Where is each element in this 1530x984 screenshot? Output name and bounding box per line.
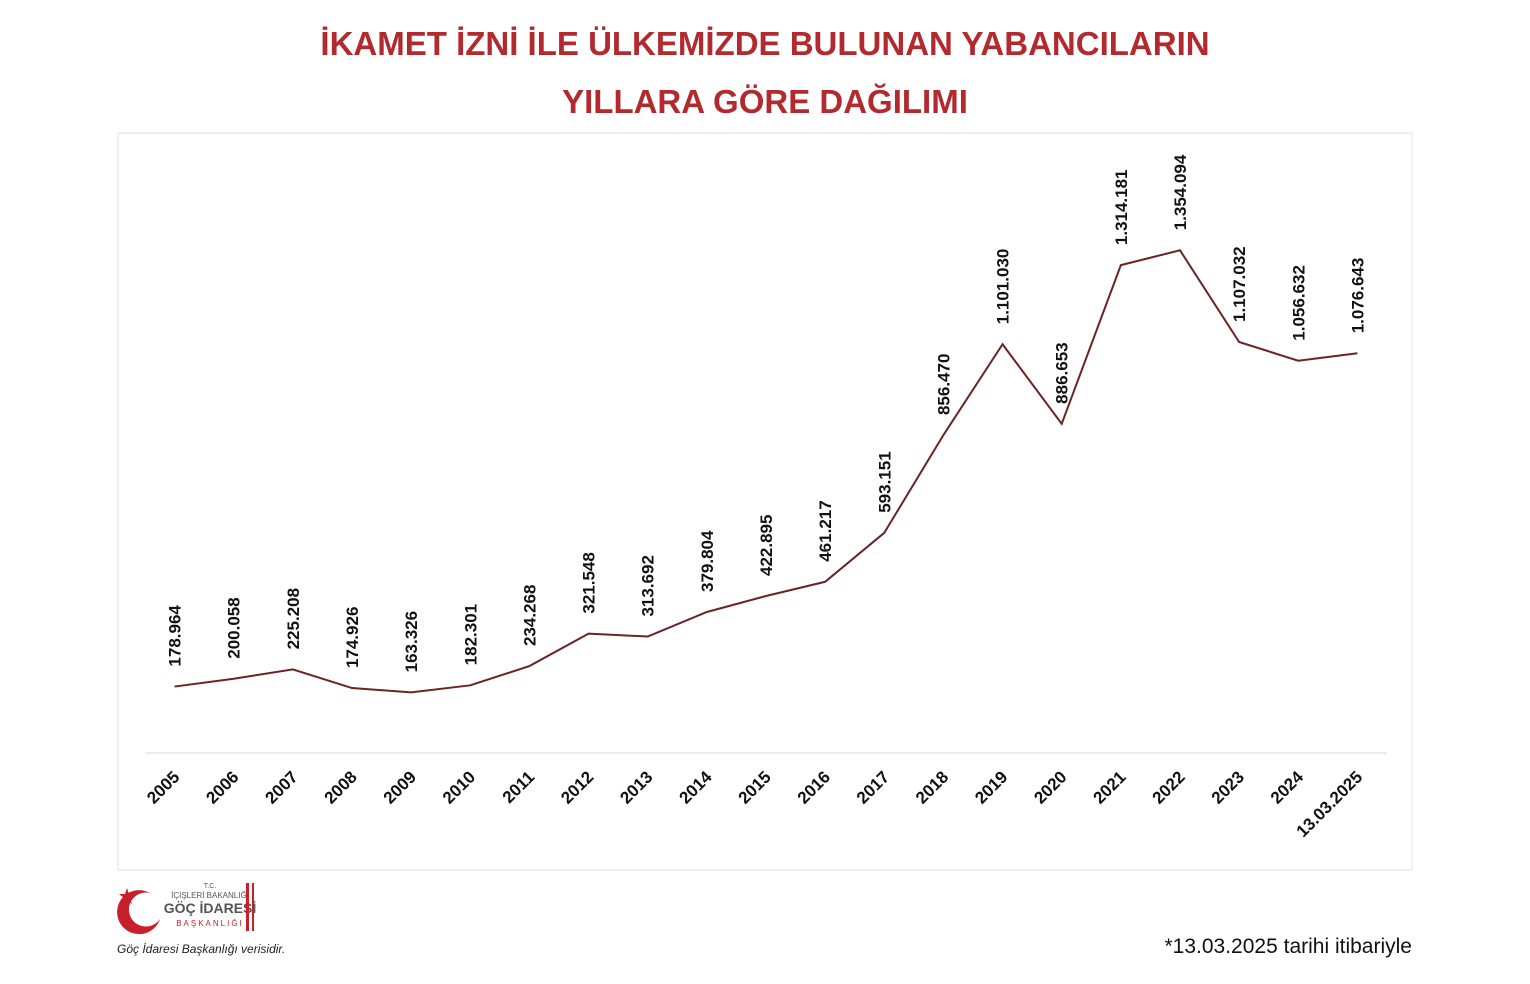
value-label: 1.101.030 xyxy=(994,249,1013,325)
x-tick-label: 2013 xyxy=(616,767,656,807)
value-label: 163.326 xyxy=(402,611,421,672)
x-tick-label: 2019 xyxy=(971,767,1011,807)
chart-title: İKAMET İZNİ İLE ÜLKEMİZDE BULUNAN YABANC… xyxy=(320,25,1209,62)
chart-title: YILLARA GÖRE DAĞILIMI xyxy=(562,83,968,120)
plot-frame xyxy=(117,132,1413,871)
x-tick-label: 2014 xyxy=(676,767,717,808)
logo-bar xyxy=(246,883,249,931)
x-tick-label: 2010 xyxy=(439,767,479,807)
logo: T.C. İÇİŞLERİ BAKANLIĞI GÖÇ İDARESİ BAŞK… xyxy=(117,883,257,935)
value-label: 1.056.632 xyxy=(1289,265,1308,341)
logo-star xyxy=(119,888,135,904)
x-tick-label: 2005 xyxy=(143,767,183,807)
value-label: 234.268 xyxy=(520,585,539,646)
x-tick-label: 2008 xyxy=(321,767,361,807)
x-tick-label: 2015 xyxy=(735,767,775,807)
logo-bar xyxy=(252,883,254,931)
x-tick-label: 2011 xyxy=(499,767,539,807)
value-label: 178.964 xyxy=(166,605,185,667)
logo-text: İÇİŞLERİ BAKANLIĞI xyxy=(171,891,249,900)
x-tick-label: 2023 xyxy=(1208,767,1248,807)
x-tick-label: 2009 xyxy=(380,767,420,807)
x-tick-label: 2017 xyxy=(853,767,893,807)
source: Göç İdaresi Başkanlığı verisidir. xyxy=(117,942,285,956)
x-tick-label: 2016 xyxy=(794,767,834,807)
data-line xyxy=(174,249,1358,694)
x-tick-label: 2007 xyxy=(262,767,302,807)
value-label: 174.926 xyxy=(343,607,362,668)
value-label: 313.692 xyxy=(639,555,658,616)
value-label: 321.548 xyxy=(580,552,599,613)
value-label: 379.804 xyxy=(698,530,717,592)
value-label: 461.217 xyxy=(816,500,835,561)
value-label: 1.107.032 xyxy=(1230,246,1249,322)
logo-crescent xyxy=(117,890,160,935)
value-label: 422.895 xyxy=(757,515,776,576)
x-tick-label: 2020 xyxy=(1030,767,1070,807)
logo-text: BAŞKANLIĞI xyxy=(176,919,244,928)
value-label: 225.208 xyxy=(284,588,303,649)
x-tick-label: 2012 xyxy=(557,767,597,807)
x-tick-label: 2021 xyxy=(1090,767,1130,807)
value-label: 593.151 xyxy=(875,451,894,512)
value-label: 1.354.094 xyxy=(1171,154,1190,230)
x-tick-label: 2018 xyxy=(912,767,952,807)
footnote: *13.03.2025 tarihi itibariyle xyxy=(1165,935,1413,958)
value-label: 182.301 xyxy=(461,604,480,665)
value-label: 200.058 xyxy=(225,597,244,658)
x-tick-label: 2022 xyxy=(1149,767,1189,807)
value-label: 1.314.181 xyxy=(1112,169,1131,245)
x-tick-label: 2006 xyxy=(202,767,242,807)
value-label: 886.653 xyxy=(1053,342,1072,403)
value-label: 1.076.643 xyxy=(1348,258,1367,334)
logo-text: T.C. xyxy=(204,883,217,890)
x-tick-label: 2024 xyxy=(1267,767,1308,808)
value-label: 856.470 xyxy=(934,354,953,415)
logo-text: GÖÇ İDARESİ xyxy=(164,900,257,916)
